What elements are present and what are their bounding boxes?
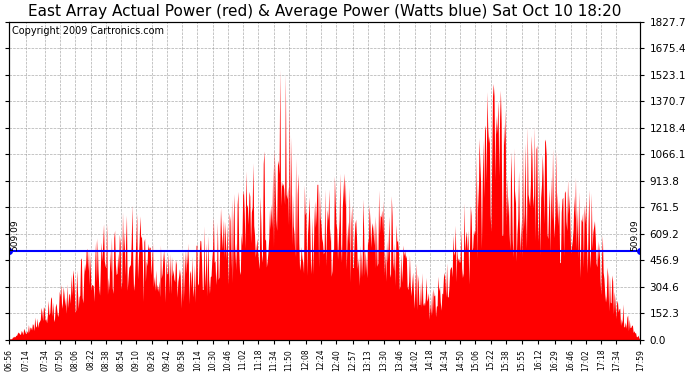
Text: 509.09: 509.09 [10, 220, 19, 251]
Title: East Array Actual Power (red) & Average Power (Watts blue) Sat Oct 10 18:20: East Array Actual Power (red) & Average … [28, 4, 621, 19]
Text: Copyright 2009 Cartronics.com: Copyright 2009 Cartronics.com [12, 27, 164, 36]
Text: 509.09: 509.09 [630, 220, 639, 251]
